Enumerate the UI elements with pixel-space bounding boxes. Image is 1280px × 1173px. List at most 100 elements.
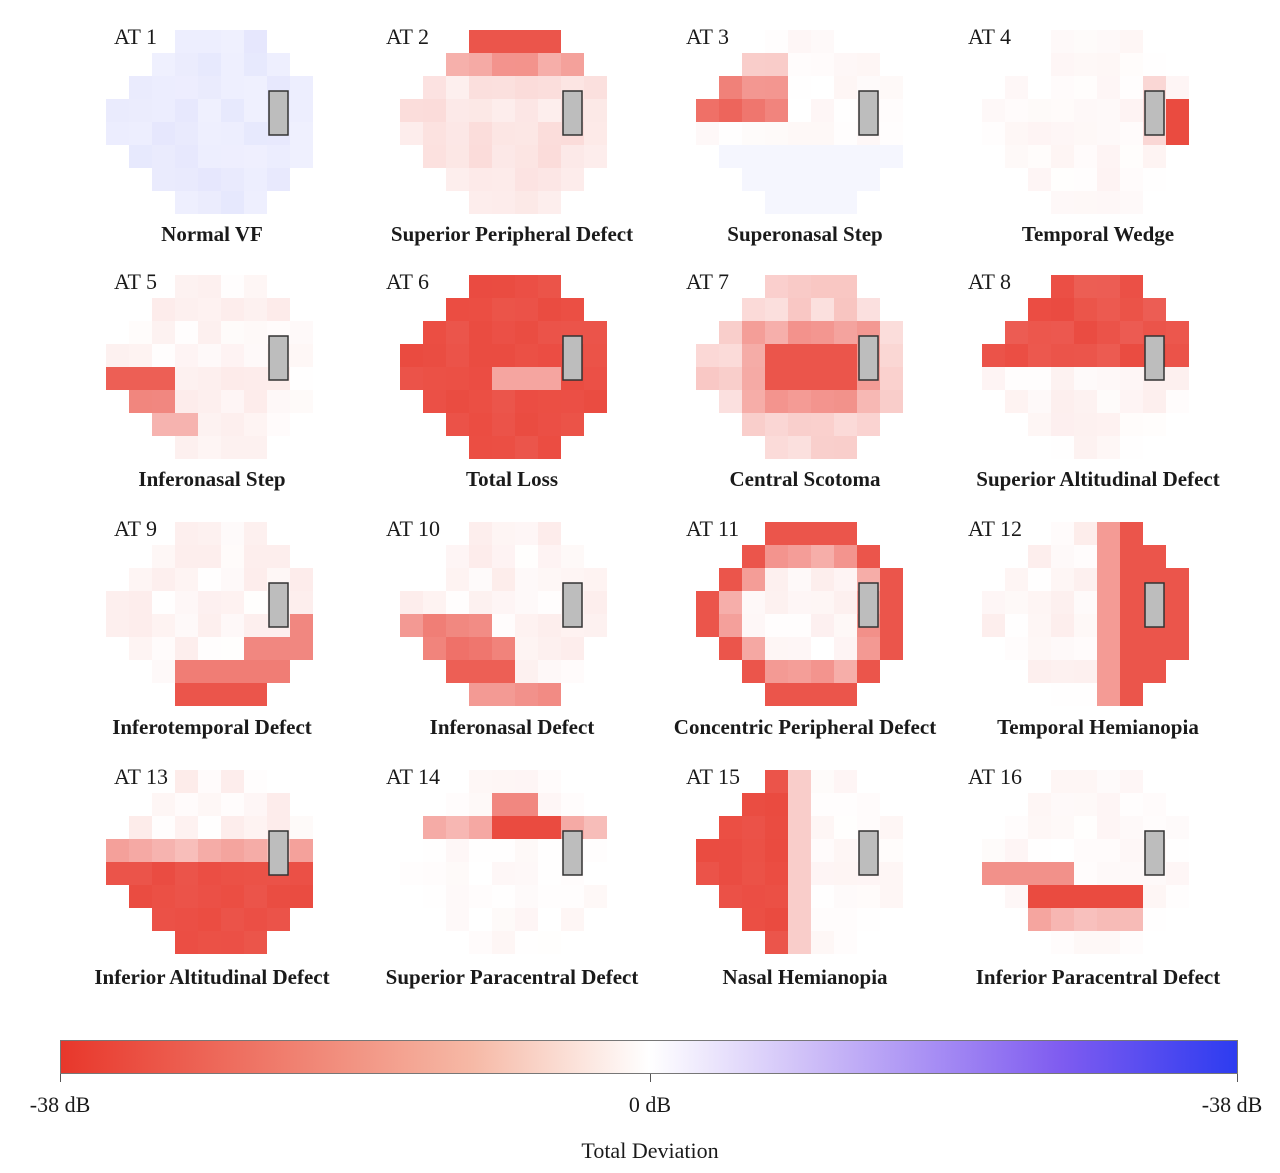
vf-cell — [1097, 413, 1120, 436]
vf-cell — [198, 816, 221, 839]
vf-cell — [1166, 344, 1189, 367]
vf-cell — [788, 885, 811, 908]
vf-cell — [1074, 793, 1097, 816]
vf-cell — [1097, 436, 1120, 459]
vf-cell — [267, 413, 290, 436]
vf-cell — [175, 298, 198, 321]
vf-cell — [561, 413, 584, 436]
vf-cell — [788, 591, 811, 614]
vf-cell — [290, 76, 313, 99]
vf-cell — [1005, 321, 1028, 344]
vf-cell — [834, 321, 857, 344]
vf-cell — [788, 122, 811, 145]
vf-cell — [175, 275, 198, 298]
vf-cell — [290, 637, 313, 660]
vf-cell — [1028, 122, 1051, 145]
vf-cell — [1097, 191, 1120, 214]
vf-cell — [982, 122, 1005, 145]
blind-spot-marker — [1144, 335, 1165, 381]
vf-cell — [221, 298, 244, 321]
vf-cell — [469, 76, 492, 99]
vf-cell — [267, 885, 290, 908]
vf-cell — [1074, 770, 1097, 793]
vf-cell — [290, 885, 313, 908]
vf-cell — [834, 390, 857, 413]
vf-cell — [1074, 413, 1097, 436]
vf-cell — [834, 275, 857, 298]
vf-cell — [129, 839, 152, 862]
vf-cell — [742, 614, 765, 637]
colorbar-label-right: -38 dB — [1201, 1092, 1263, 1117]
vf-cell — [788, 76, 811, 99]
vf-cell — [446, 53, 469, 76]
vf-cell — [267, 545, 290, 568]
vf-cell — [244, 885, 267, 908]
vf-cell — [811, 275, 834, 298]
vf-cell — [423, 885, 446, 908]
vf-cell — [719, 145, 742, 168]
vf-cell — [1074, 122, 1097, 145]
vf-cell — [244, 816, 267, 839]
vf-cell — [1028, 145, 1051, 168]
vf-cell — [469, 122, 492, 145]
vf-cell — [221, 770, 244, 793]
vf-cell — [880, 367, 903, 390]
vf-cell — [811, 908, 834, 931]
vf-cell — [515, 99, 538, 122]
vf-cell — [719, 862, 742, 885]
vf-cell — [175, 637, 198, 660]
vf-cell — [788, 30, 811, 53]
vf-cell — [742, 862, 765, 885]
vf-cell — [1143, 908, 1166, 931]
vf-cell — [175, 614, 198, 637]
vf-cell — [1166, 862, 1189, 885]
vf-cell — [1120, 99, 1143, 122]
vf-cell — [244, 367, 267, 390]
vf-cell — [719, 816, 742, 839]
vf-cell — [719, 390, 742, 413]
vf-cell — [1074, 683, 1097, 706]
vf-cell — [515, 683, 538, 706]
vf-cell — [765, 436, 788, 459]
vf-cell — [492, 436, 515, 459]
vf-cell — [584, 390, 607, 413]
vf-cell — [765, 770, 788, 793]
colorbar-tick-center — [650, 1074, 651, 1082]
vf-cell — [834, 53, 857, 76]
vf-cell — [290, 816, 313, 839]
vf-heatmap-10 — [400, 522, 607, 706]
vf-cell — [834, 367, 857, 390]
vf-cell — [400, 344, 423, 367]
vf-cell — [857, 168, 880, 191]
vf-cell — [198, 568, 221, 591]
vf-cell — [538, 522, 561, 545]
vf-cell — [1051, 99, 1074, 122]
vf-cell — [742, 76, 765, 99]
vf-cell — [1051, 683, 1074, 706]
vf-cell — [492, 76, 515, 99]
vf-cell — [1028, 53, 1051, 76]
vf-cell — [221, 793, 244, 816]
vf-cell — [584, 344, 607, 367]
blind-spot-marker — [562, 830, 583, 876]
vf-cell — [290, 367, 313, 390]
vf-cell — [446, 168, 469, 191]
vf-cell — [742, 660, 765, 683]
vf-cell — [175, 122, 198, 145]
blind-spot-marker — [268, 90, 289, 136]
vf-cell — [1166, 122, 1189, 145]
vf-cell — [198, 436, 221, 459]
vf-cell — [221, 191, 244, 214]
panel-title: Central Scotoma — [729, 467, 881, 491]
vf-cell — [221, 545, 244, 568]
vf-cell — [742, 298, 765, 321]
vf-cell — [175, 99, 198, 122]
vf-cell — [834, 770, 857, 793]
vf-cell — [561, 168, 584, 191]
vf-cell — [584, 885, 607, 908]
vf-cell — [765, 390, 788, 413]
vf-cell — [834, 344, 857, 367]
vf-cell — [1166, 816, 1189, 839]
vf-cell — [788, 862, 811, 885]
vf-cell — [982, 99, 1005, 122]
